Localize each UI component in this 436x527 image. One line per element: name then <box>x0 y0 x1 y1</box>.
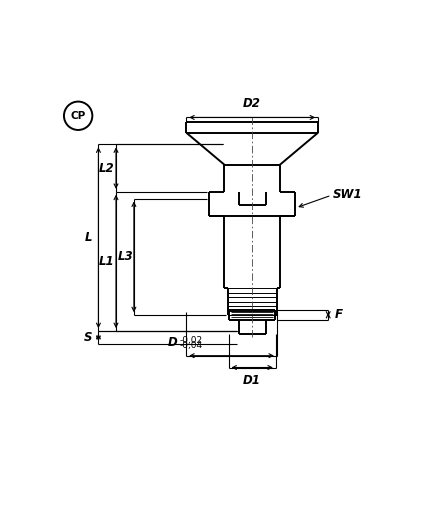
Text: D: D <box>168 336 178 349</box>
Text: L3: L3 <box>118 250 133 263</box>
Text: -0,04: -0,04 <box>180 340 203 349</box>
Text: L: L <box>85 231 92 244</box>
Text: L1: L1 <box>99 255 115 268</box>
Text: CP: CP <box>71 111 86 121</box>
Text: -0,02: -0,02 <box>180 336 203 345</box>
Text: D1: D1 <box>243 374 261 387</box>
Text: SW1: SW1 <box>333 188 363 201</box>
Text: F: F <box>334 308 342 321</box>
Text: D2: D2 <box>243 96 261 110</box>
Text: L2: L2 <box>99 162 115 174</box>
Text: S: S <box>84 331 92 344</box>
